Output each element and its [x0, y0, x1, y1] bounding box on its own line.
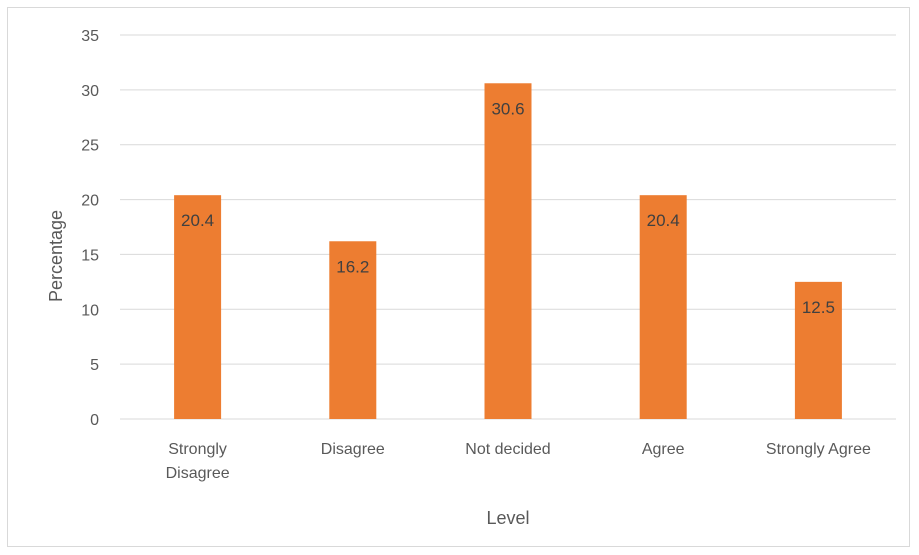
y-tick-label: 0 [90, 412, 99, 429]
bar [639, 195, 687, 419]
data-label: 12.5 [802, 298, 835, 317]
bar [794, 281, 842, 419]
x-tick-label: Strongly [168, 441, 227, 458]
data-label: 30.6 [491, 99, 524, 118]
y-tick-label: 5 [90, 357, 99, 374]
x-tick-label: Disagree [166, 465, 230, 482]
y-tick-label: 10 [81, 302, 99, 319]
y-tick-label: 30 [81, 83, 99, 100]
x-tick-label: Agree [642, 441, 685, 458]
bars [174, 83, 842, 419]
y-tick-label: 35 [81, 28, 99, 45]
bar [329, 241, 377, 419]
data-labels: 20.4 16.2 30.6 20.4 12.5 [181, 99, 835, 317]
data-label: 16.2 [336, 257, 369, 276]
chart-frame [7, 7, 910, 547]
y-axis-title: Percentage [46, 210, 66, 302]
bar [484, 83, 532, 419]
data-label: 20.4 [181, 211, 214, 230]
y-tick-label: 20 [81, 193, 99, 210]
y-axis-ticks: 0 5 10 15 20 25 30 35 [81, 28, 99, 429]
data-label: 20.4 [647, 211, 680, 230]
x-tick-label: Strongly Agree [766, 441, 871, 458]
bar [174, 195, 222, 419]
x-axis-title: Level [486, 508, 529, 528]
x-tick-label: Not decided [465, 441, 550, 458]
y-tick-label: 15 [81, 247, 99, 264]
x-tick-label: Disagree [321, 441, 385, 458]
x-axis-ticks: Strongly Disagree Disagree Not decided Agree… [166, 441, 871, 482]
y-tick-label: 25 [81, 138, 99, 155]
